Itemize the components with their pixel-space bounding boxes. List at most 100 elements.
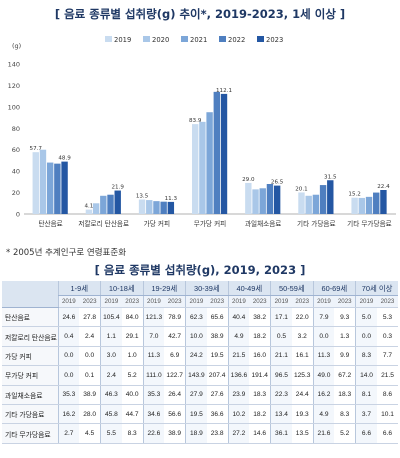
legend-swatch <box>105 36 112 42</box>
year-header: 2019 <box>355 295 377 308</box>
table-cell: 0.3 <box>376 326 399 347</box>
table-cell: 10.0 <box>185 326 207 347</box>
year-header: 2023 <box>206 295 229 308</box>
table-cell: 56.6 <box>164 404 186 425</box>
table-cell: 16.2 <box>57 404 80 425</box>
table-cell: 84.0 <box>121 307 144 328</box>
category-label: 가당 커피 <box>144 219 170 228</box>
y-tick-label: 40 <box>12 168 20 176</box>
bar <box>245 182 252 214</box>
bar <box>39 149 47 214</box>
bar <box>380 190 387 214</box>
table-cell: 26.4 <box>164 385 186 405</box>
table-cell: 0.0 <box>57 346 80 367</box>
table-cell: 4.9 <box>227 326 250 347</box>
y-tick-label: 120 <box>8 82 20 90</box>
table-cell: 27.8 <box>79 307 101 328</box>
table-cell: 21.5 <box>376 365 399 386</box>
table-cell: 2.4 <box>100 365 122 386</box>
table-cell: 21.1 <box>270 346 292 367</box>
bar <box>220 93 228 214</box>
table-cell: 13.5 <box>291 423 314 444</box>
table-cell: 38.9 <box>164 423 186 444</box>
age-group-header: 50-59세 <box>270 281 314 296</box>
year-header: 2023 <box>164 295 186 308</box>
category-label: 기타 가당음료 <box>297 219 336 228</box>
bar <box>192 124 199 214</box>
category-label: 무가당 커피 <box>194 219 226 228</box>
row-label: 기타 무가당음료 <box>2 423 58 444</box>
table-cell: 7.7 <box>376 346 399 367</box>
table-cell: 122.7 <box>164 365 186 386</box>
y-tick-label: 60 <box>12 146 20 154</box>
table-cell: 22.0 <box>291 307 314 328</box>
category-label: 탄산음료 <box>38 219 62 228</box>
year-header: 2023 <box>376 295 399 308</box>
bar <box>213 91 220 214</box>
intake-table: 1-9세 10-18세 19-29세 30-39세 40-49세 50-59세 60-69세… <box>2 281 399 444</box>
age-group-header: 19-29세 <box>142 281 186 296</box>
age-group-header: 60-69세 <box>312 281 356 296</box>
bar <box>160 201 167 214</box>
legend-label: 2020 <box>152 36 169 44</box>
data-label: 22.4 <box>377 184 390 190</box>
table-cell: 136.6 <box>227 365 250 386</box>
table-cell: 17.1 <box>270 307 292 328</box>
table-cell: 23.9 <box>227 385 250 405</box>
bar <box>54 163 61 214</box>
table-row: 무가당 커피 0.0 0.1 2.4 5.2 111.0 122.7 143.9 207.4 13… <box>2 365 399 386</box>
year-header: 2023 <box>121 295 144 308</box>
bar <box>107 194 114 214</box>
table-cell: 21.5 <box>227 346 250 367</box>
table-cell: 40.4 <box>227 307 250 328</box>
age-group-header: 30-39세 <box>185 281 229 296</box>
data-label: 26.5 <box>271 180 284 186</box>
data-label: 83.9 <box>189 118 202 124</box>
table-row: 과일채소음료 35.3 38.9 46.3 40.0 35.3 26.4 27.9 27.6 23… <box>2 385 399 405</box>
table-cell: 11.3 <box>142 346 165 367</box>
table-cell: 65.6 <box>206 307 229 328</box>
bar <box>199 121 206 214</box>
y-tick-label: 20 <box>12 189 20 197</box>
table-cell: 38.2 <box>249 307 271 328</box>
table-cell: 9.3 <box>334 307 356 328</box>
legend-swatch <box>257 36 264 42</box>
table-cell: 10.2 <box>227 404 250 425</box>
table-cell: 1.3 <box>334 326 356 347</box>
legend-swatch <box>181 36 188 42</box>
table-cell: 16.1 <box>291 346 314 367</box>
table-cell: 42.7 <box>164 326 186 347</box>
table-cell: 24.2 <box>185 346 207 367</box>
table-cell: 19.5 <box>206 346 229 367</box>
bar <box>373 192 380 214</box>
table-cell: 44.7 <box>121 404 144 425</box>
bar <box>365 196 373 214</box>
table-row: 기타 무가당음료 2.7 4.5 5.5 8.3 22.6 38.9 18.9 23.8 27.2… <box>2 423 399 444</box>
bar <box>327 180 334 214</box>
bar <box>85 209 93 214</box>
table-cell: 24.4 <box>291 385 314 405</box>
table-cell: 7.0 <box>142 326 165 347</box>
row-label: 저칼로리 탄산음료 <box>2 326 58 347</box>
table-cell: 5.2 <box>334 423 356 444</box>
table-cell: 10.1 <box>376 404 399 425</box>
table-cell: 8.3 <box>334 404 356 425</box>
table-cell: 8.1 <box>355 385 377 405</box>
table-cell: 5.0 <box>355 307 377 328</box>
table-cell: 18.3 <box>249 385 271 405</box>
table-cell: 38.9 <box>206 326 229 347</box>
table-cell: 78.9 <box>164 307 186 328</box>
table-cell: 6.6 <box>376 423 399 444</box>
row-label: 가당 커피 <box>2 346 58 367</box>
table-cell: 19.3 <box>291 404 314 425</box>
bar <box>206 112 213 214</box>
row-label: 과일채소음료 <box>2 385 58 405</box>
table-cell: 36.1 <box>270 423 292 444</box>
year-header: 2019 <box>57 295 80 308</box>
bar <box>305 195 312 214</box>
data-label: 20.1 <box>295 186 308 192</box>
table-cell: 38.9 <box>79 385 101 405</box>
table-cell: 22.3 <box>270 385 292 405</box>
bar <box>259 188 266 214</box>
bar <box>252 189 259 214</box>
